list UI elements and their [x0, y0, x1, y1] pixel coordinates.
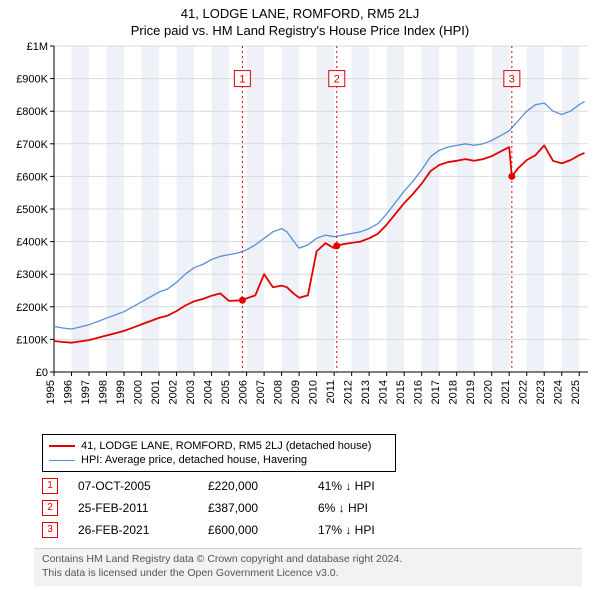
- legend-item: 41, LODGE LANE, ROMFORD, RM5 2LJ (detach…: [49, 439, 389, 453]
- sale-row: 2 25-FEB-2011£387,0006% ↓ HPI: [42, 498, 418, 518]
- legend: 41, LODGE LANE, ROMFORD, RM5 2LJ (detach…: [42, 434, 396, 472]
- x-tick-label: 2002: [168, 380, 180, 404]
- x-tick-label: 2006: [238, 380, 250, 404]
- sale-badge: 1: [42, 478, 58, 494]
- x-tick-label: 2019: [465, 380, 477, 404]
- y-tick-label: £300K: [16, 269, 48, 281]
- x-tick-label: 2010: [308, 380, 320, 404]
- x-tick-label: 2005: [220, 380, 232, 404]
- legend-item: HPI: Average price, detached house, Have…: [49, 453, 389, 467]
- figure: 41, LODGE LANE, ROMFORD, RM5 2LJ Price p…: [0, 0, 600, 590]
- y-tick-label: £800K: [16, 106, 48, 118]
- sale-row: 1 07-OCT-2005£220,00041% ↓ HPI: [42, 476, 418, 496]
- x-tick-label: 2003: [185, 380, 197, 404]
- legend-label: 41, LODGE LANE, ROMFORD, RM5 2LJ (detach…: [81, 440, 371, 452]
- x-tick-label: 2009: [290, 380, 302, 404]
- x-tick-label: 2018: [448, 380, 460, 404]
- x-tick-label: 2013: [360, 380, 372, 404]
- x-tick-label: 1997: [80, 380, 92, 404]
- y-tick-label: £200K: [16, 302, 48, 314]
- y-tick-label: £900K: [16, 74, 48, 86]
- chart-subtitle: Price paid vs. HM Land Registry's House …: [0, 21, 600, 42]
- y-tick-label: £500K: [16, 204, 48, 216]
- legend-swatch: [49, 445, 75, 447]
- x-tick-label: 2024: [553, 380, 565, 404]
- x-tick-label: 1996: [63, 380, 75, 404]
- chart-title: 41, LODGE LANE, ROMFORD, RM5 2LJ: [0, 0, 600, 21]
- x-tick-label: 2023: [535, 380, 547, 404]
- sale-marker-label: 3: [509, 74, 515, 86]
- footer-attribution: Contains HM Land Registry data © Crown c…: [34, 548, 582, 586]
- sale-badge: 2: [42, 500, 58, 516]
- sale-marker-label: 2: [334, 74, 340, 86]
- chart-area: £0 £100K £200K £300K £400K £500K £600K £700K £80…: [0, 42, 600, 430]
- sale-delta: 41% ↓ HPI: [318, 479, 418, 493]
- sale-date: 26-FEB-2021: [78, 523, 208, 537]
- x-tick-label: 2011: [325, 380, 337, 404]
- sale-row: 3 26-FEB-2021£600,00017% ↓ HPI: [42, 520, 418, 540]
- y-tick-label: £0: [36, 367, 48, 379]
- chart-svg: £0 £100K £200K £300K £400K £500K £600K £700K £80…: [0, 42, 600, 430]
- sale-price: £220,000: [208, 479, 318, 493]
- x-tick-label: 2017: [430, 380, 442, 404]
- x-tick-label: 1999: [115, 380, 127, 404]
- x-tick-label: 2004: [203, 380, 215, 404]
- x-tick-label: 2016: [413, 380, 425, 404]
- x-tick-label: 2015: [395, 380, 407, 404]
- x-tick-label: 2014: [378, 380, 390, 404]
- footer-line-2: This data is licensed under the Open Gov…: [42, 567, 574, 581]
- sale-badge: 3: [42, 522, 58, 538]
- x-tick-label: 2025: [570, 380, 582, 404]
- x-tick-label: 2012: [343, 380, 355, 404]
- y-tick-label: £100K: [16, 334, 48, 346]
- x-tick-label: 2007: [255, 380, 267, 404]
- x-tick-label: 2001: [150, 380, 162, 404]
- sale-price: £387,000: [208, 501, 318, 515]
- x-tick-label: 2021: [500, 380, 512, 404]
- x-tick-label: 1995: [45, 380, 57, 404]
- sale-date: 07-OCT-2005: [78, 479, 208, 493]
- sales-table: 1 07-OCT-2005£220,00041% ↓ HPI 2 25-FEB-201…: [42, 476, 418, 542]
- y-tick-label: £400K: [16, 237, 48, 249]
- sale-delta: 6% ↓ HPI: [318, 501, 418, 515]
- y-tick-label: £1M: [27, 42, 48, 53]
- footer-line-1: Contains HM Land Registry data © Crown c…: [42, 553, 574, 567]
- sale-date: 25-FEB-2011: [78, 501, 208, 515]
- x-tick-label: 1998: [98, 380, 110, 404]
- x-tick-label: 2020: [483, 380, 495, 404]
- legend-label: HPI: Average price, detached house, Have…: [81, 454, 307, 466]
- x-tick-label: 2022: [518, 380, 530, 404]
- y-tick-label: £700K: [16, 139, 48, 151]
- x-tick-label: 2000: [133, 380, 145, 404]
- sale-price: £600,000: [208, 523, 318, 537]
- y-tick-label: £600K: [16, 171, 48, 183]
- x-tick-label: 2008: [273, 380, 285, 404]
- sale-marker-label: 1: [239, 74, 245, 86]
- sale-delta: 17% ↓ HPI: [318, 523, 418, 537]
- legend-swatch: [49, 460, 75, 461]
